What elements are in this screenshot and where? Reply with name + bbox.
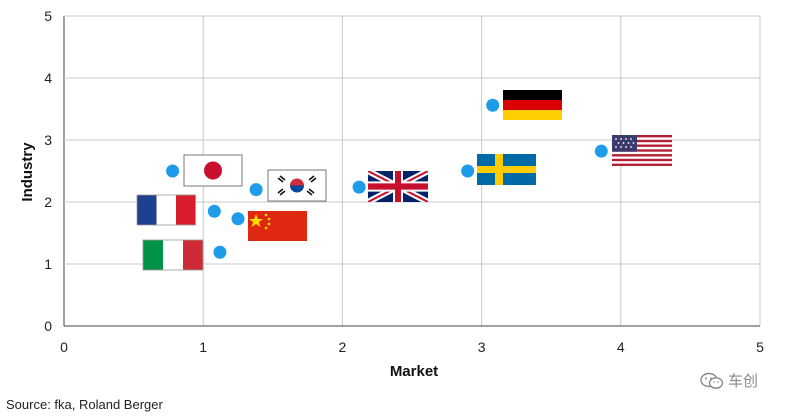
y-tick-label: 2 — [44, 194, 52, 210]
y-tick-label: 0 — [44, 318, 52, 334]
germany-flag — [503, 90, 562, 120]
data-point-sweden — [461, 164, 475, 178]
x-axis-label: Market — [390, 363, 438, 380]
source-note: Source: fka, Roland Berger — [6, 397, 163, 412]
y-tick-labels: 0 1 2 3 4 5 — [44, 8, 52, 334]
x-tick-label: 0 — [60, 339, 68, 355]
x-tick-label: 3 — [478, 339, 486, 355]
y-axis-label: Industry — [19, 142, 36, 202]
data-point-china — [231, 212, 245, 226]
italy-flag — [142, 239, 204, 271]
sweden-flag — [477, 154, 536, 185]
x-tick-label: 4 — [617, 339, 625, 355]
data-point-uk — [352, 180, 366, 194]
x-tick-label: 1 — [199, 339, 207, 355]
france-flag — [136, 194, 196, 226]
data-point-germany — [486, 98, 500, 112]
wechat-icon — [700, 372, 724, 389]
data-point-japan — [166, 164, 180, 178]
watermark-text: 车创 — [728, 372, 759, 390]
x-tick-label: 2 — [339, 339, 347, 355]
korea-flag — [267, 169, 327, 202]
data-points — [166, 98, 608, 259]
flags — [136, 90, 672, 271]
x-tick-label: 5 — [756, 339, 764, 355]
data-point-usa — [594, 144, 608, 158]
y-tick-label: 5 — [44, 8, 52, 24]
y-tick-label: 4 — [44, 70, 52, 86]
x-tick-labels: 0 1 2 3 4 5 — [60, 339, 764, 355]
data-point-france — [207, 204, 221, 218]
watermark: 车创 — [700, 370, 758, 391]
data-point-korea — [249, 183, 263, 197]
japan-flag — [183, 154, 243, 187]
data-point-italy — [213, 245, 227, 259]
china-flag — [248, 211, 307, 241]
usa-flag — [612, 135, 672, 166]
uk-flag — [368, 171, 428, 202]
y-tick-label: 3 — [44, 132, 52, 148]
y-tick-label: 1 — [44, 256, 52, 272]
